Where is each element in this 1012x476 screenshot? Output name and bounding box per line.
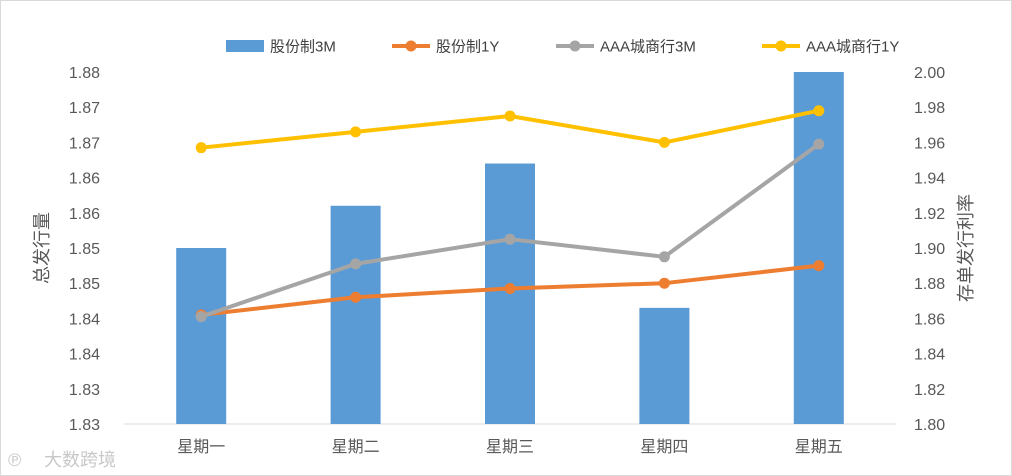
left-tick-label: 1.87	[69, 100, 100, 117]
left-tick-label: 1.85	[69, 276, 100, 293]
left-tick-label: 1.85	[69, 241, 100, 258]
right-tick-label: 1.92	[914, 206, 945, 223]
left-tick-label: 1.83	[69, 382, 100, 399]
right-tick-label: 1.84	[914, 347, 945, 364]
data-point	[504, 282, 516, 294]
right-tick-label: 1.98	[914, 100, 945, 117]
data-point	[195, 142, 207, 154]
legend-label: 股份制3M	[270, 39, 336, 56]
data-point	[350, 126, 362, 138]
legend-marker	[569, 40, 581, 52]
bar	[330, 205, 381, 424]
x-tick-label: 星期二	[332, 438, 380, 456]
right-tick-label: 1.94	[914, 171, 945, 188]
legend-label: AAA城商行1Y	[806, 39, 899, 56]
data-point	[350, 291, 362, 303]
x-tick-label: 星期三	[486, 438, 534, 456]
x-tick-label: 星期一	[177, 438, 225, 456]
data-point	[195, 311, 207, 323]
left-tick-label: 1.86	[69, 171, 100, 188]
legend-marker	[775, 40, 787, 52]
right-tick-label: 1.96	[914, 135, 945, 152]
legend-swatch	[226, 40, 264, 52]
x-axis-ticks: 星期一 星期二 星期三 星期四 星期五	[177, 438, 843, 456]
legend-label: 股份制1Y	[436, 39, 499, 56]
left-axis-ticks: 1.88 1.87 1.87 1.86 1.86 1.85 1.85 1.84 1.84 1.83…	[69, 65, 100, 434]
data-point	[350, 258, 362, 270]
left-tick-label: 1.84	[69, 311, 100, 328]
legend: 股份制3M 股份制1Y AAA城商行3M AAA城商行1Y	[226, 39, 899, 56]
bar	[176, 248, 227, 424]
right-tick-label: 1.80	[914, 417, 945, 434]
left-tick-label: 1.88	[69, 65, 100, 82]
right-axis-title: 存单发行利率	[956, 194, 976, 302]
data-point	[504, 233, 516, 245]
watermark-text: 大数跨境	[44, 450, 116, 470]
data-point	[658, 136, 670, 148]
legend-label: AAA城商行3M	[600, 39, 696, 56]
bar	[639, 307, 690, 424]
right-tick-label: 1.88	[914, 276, 945, 293]
right-tick-label: 1.82	[914, 382, 945, 399]
right-tick-label: 1.86	[914, 311, 945, 328]
left-tick-label: 1.84	[69, 347, 100, 364]
watermark-logo-icon: ℗	[8, 450, 21, 470]
bar-series	[176, 72, 844, 424]
legend-marker	[405, 40, 417, 52]
watermark: ℗ 大数跨境	[8, 450, 116, 470]
data-point	[813, 105, 825, 117]
right-tick-label: 1.90	[914, 241, 945, 258]
data-point	[658, 277, 670, 289]
x-tick-label: 星期四	[640, 438, 688, 456]
x-tick-label: 星期五	[795, 438, 843, 456]
data-point	[813, 260, 825, 272]
left-tick-label: 1.86	[69, 206, 100, 223]
left-tick-label: 1.87	[69, 135, 100, 152]
data-point	[658, 251, 670, 263]
line-series	[195, 105, 825, 323]
bar	[793, 72, 844, 424]
data-point	[504, 110, 516, 122]
data-point	[813, 138, 825, 150]
left-axis-title: 总发行量	[32, 212, 52, 284]
right-tick-label: 2.00	[914, 65, 945, 82]
left-tick-label: 1.83	[69, 417, 100, 434]
right-axis-ticks: 2.00 1.98 1.96 1.94 1.92 1.90 1.88 1.86 1.84 1.82…	[914, 65, 945, 434]
